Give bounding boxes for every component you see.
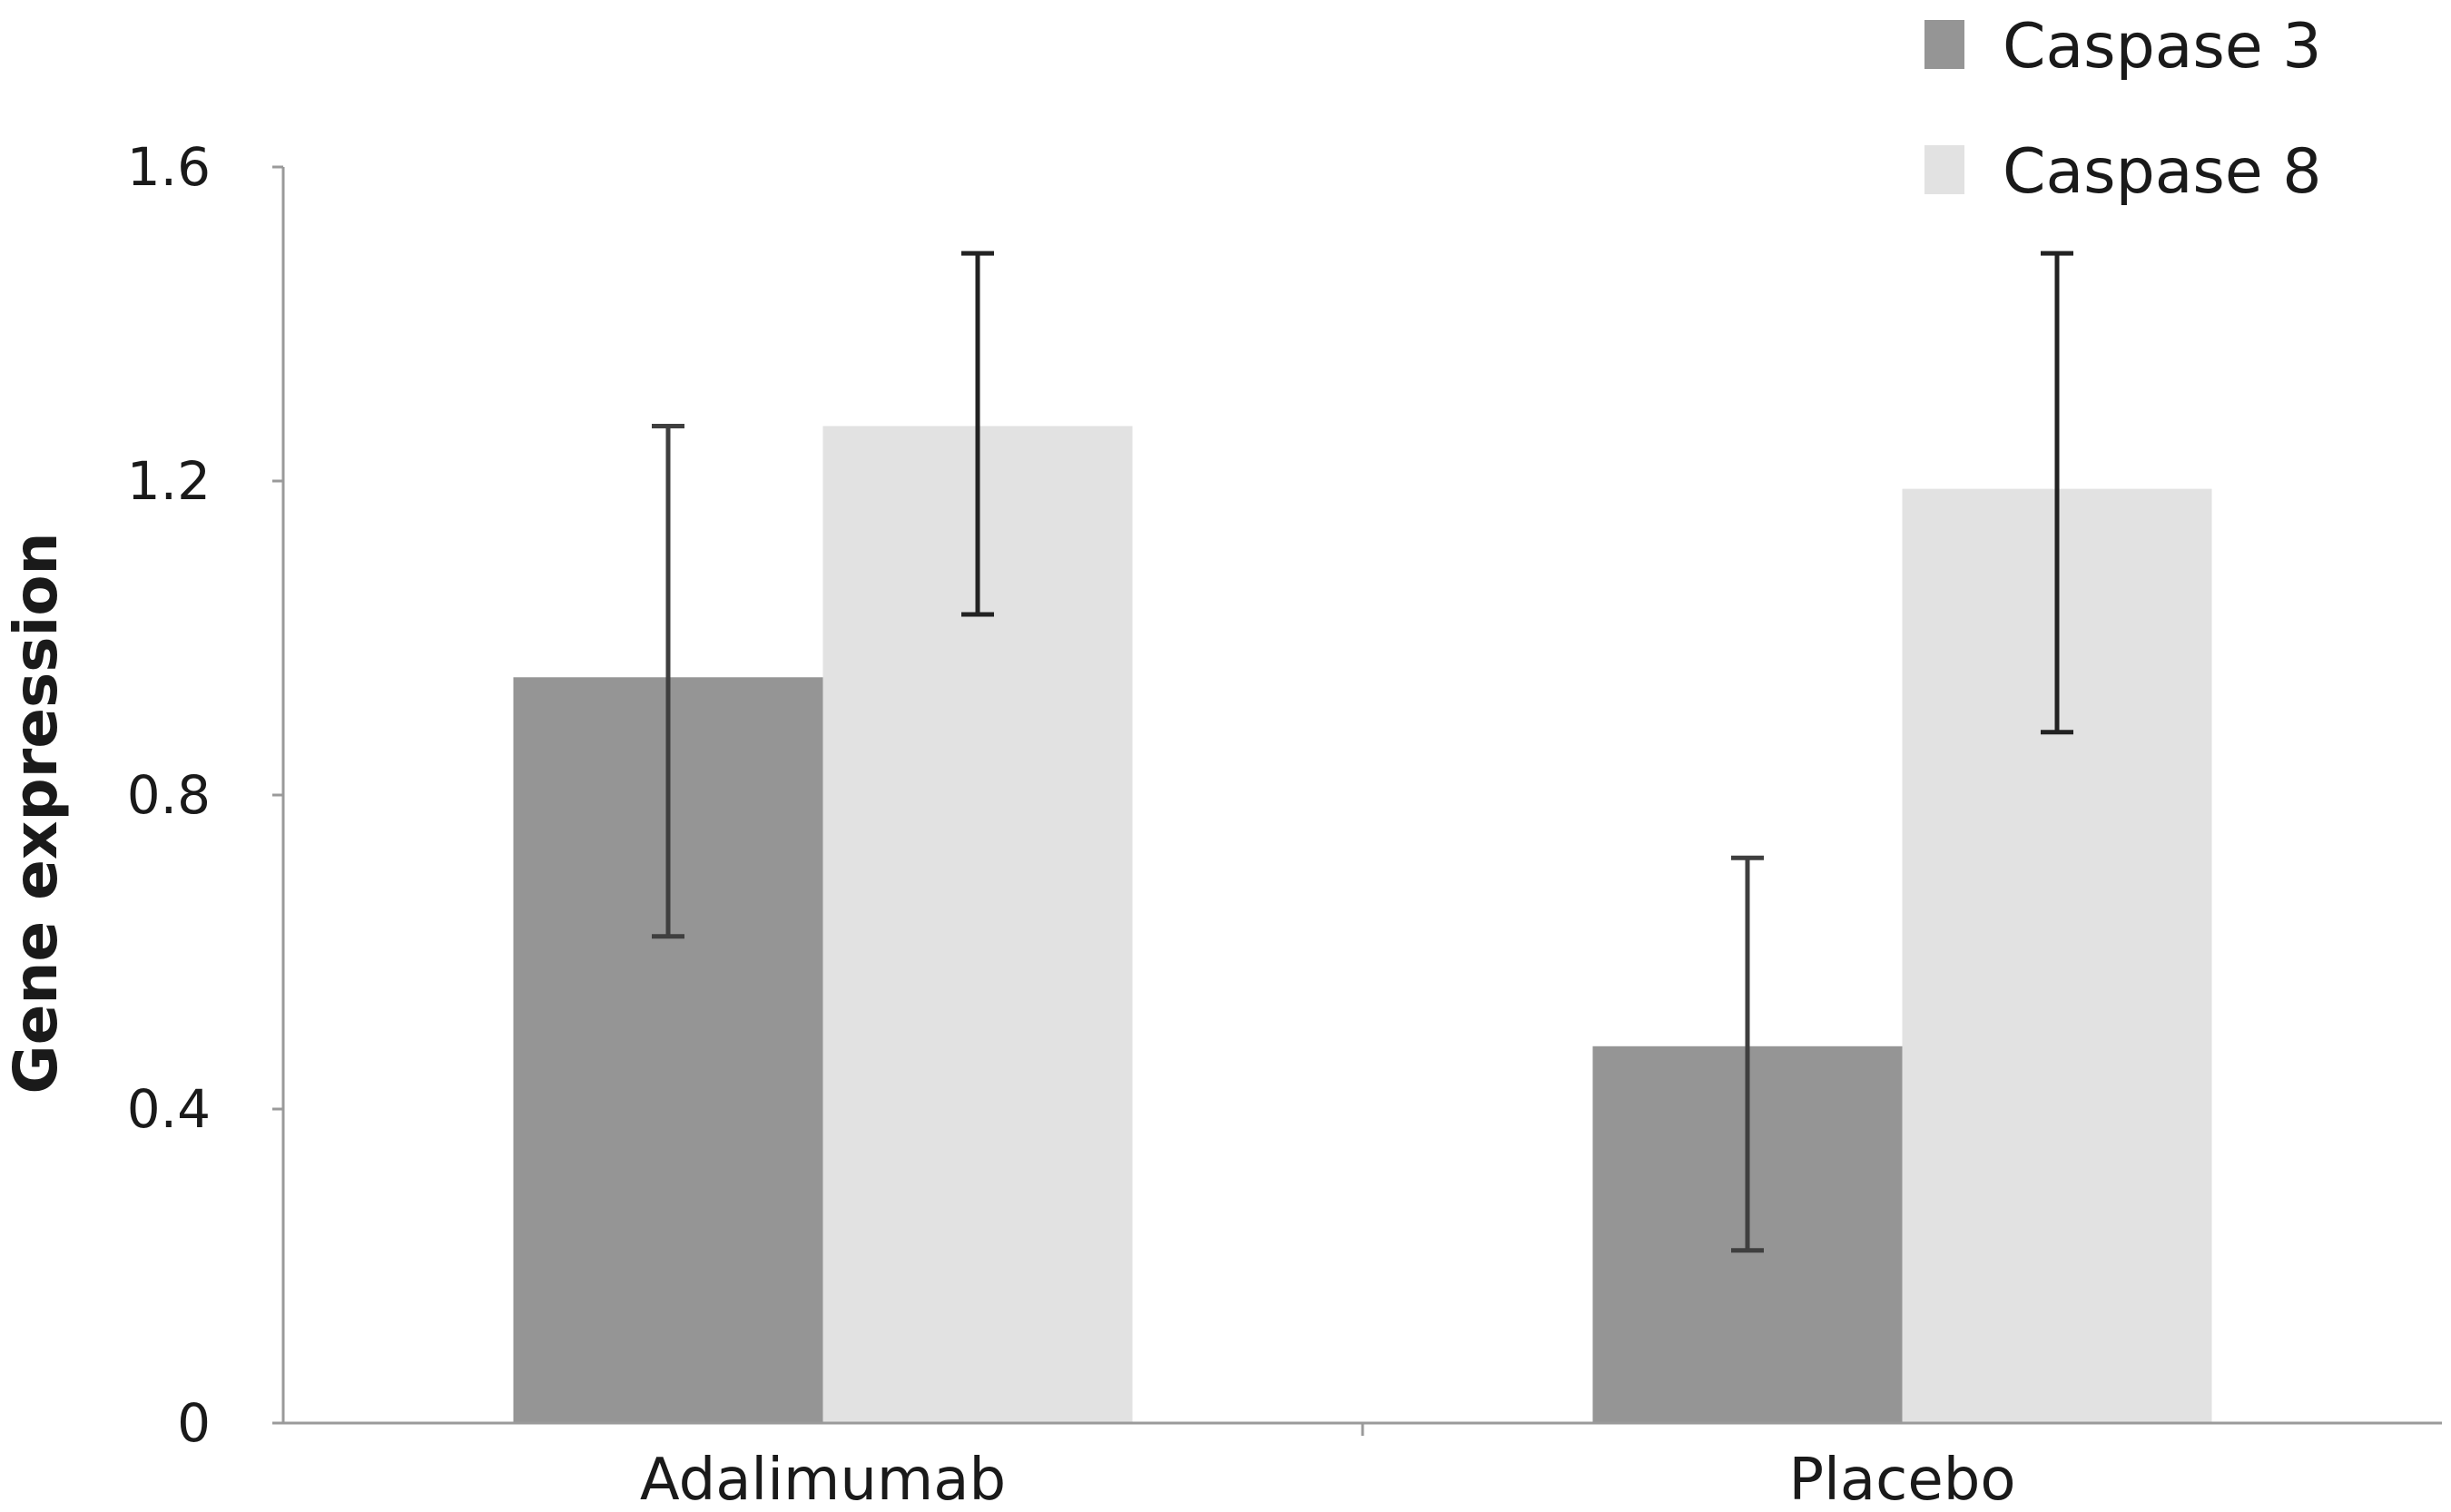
legend-swatch	[1924, 145, 1964, 194]
y-tick-label: 1.2	[127, 450, 211, 512]
error-bar	[961, 250, 994, 617]
legend-item: Caspase 3	[1924, 11, 2322, 83]
legend-swatch	[1924, 20, 1964, 69]
y-ticks-layer: 0 0.4 0.8 1.2 1.6	[127, 136, 283, 1454]
y-tick-label: 0	[177, 1392, 211, 1454]
legend-label: Caspase 3	[2003, 11, 2322, 83]
legend-item: Caspase 8	[1924, 136, 2322, 208]
y-axis-title: Gene expression	[1, 532, 71, 1094]
error-bars-layer	[652, 250, 2073, 1253]
category-label: Placebo	[1789, 1447, 2016, 1512]
error-bar	[652, 423, 684, 939]
legend-label: Caspase 8	[2003, 136, 2322, 208]
legend: Caspase 3 Caspase 8	[1924, 11, 2322, 208]
category-label: Adalimumab	[640, 1447, 1006, 1512]
y-tick-label: 0.4	[127, 1078, 211, 1140]
y-tick-label: 1.6	[127, 136, 211, 198]
error-bar	[1731, 855, 1764, 1253]
y-tick-label: 0.8	[127, 764, 211, 826]
error-bar	[2041, 250, 2073, 735]
bars-layer	[513, 426, 2212, 1424]
category-labels-layer: Adalimumab Placebo	[640, 1423, 2016, 1512]
